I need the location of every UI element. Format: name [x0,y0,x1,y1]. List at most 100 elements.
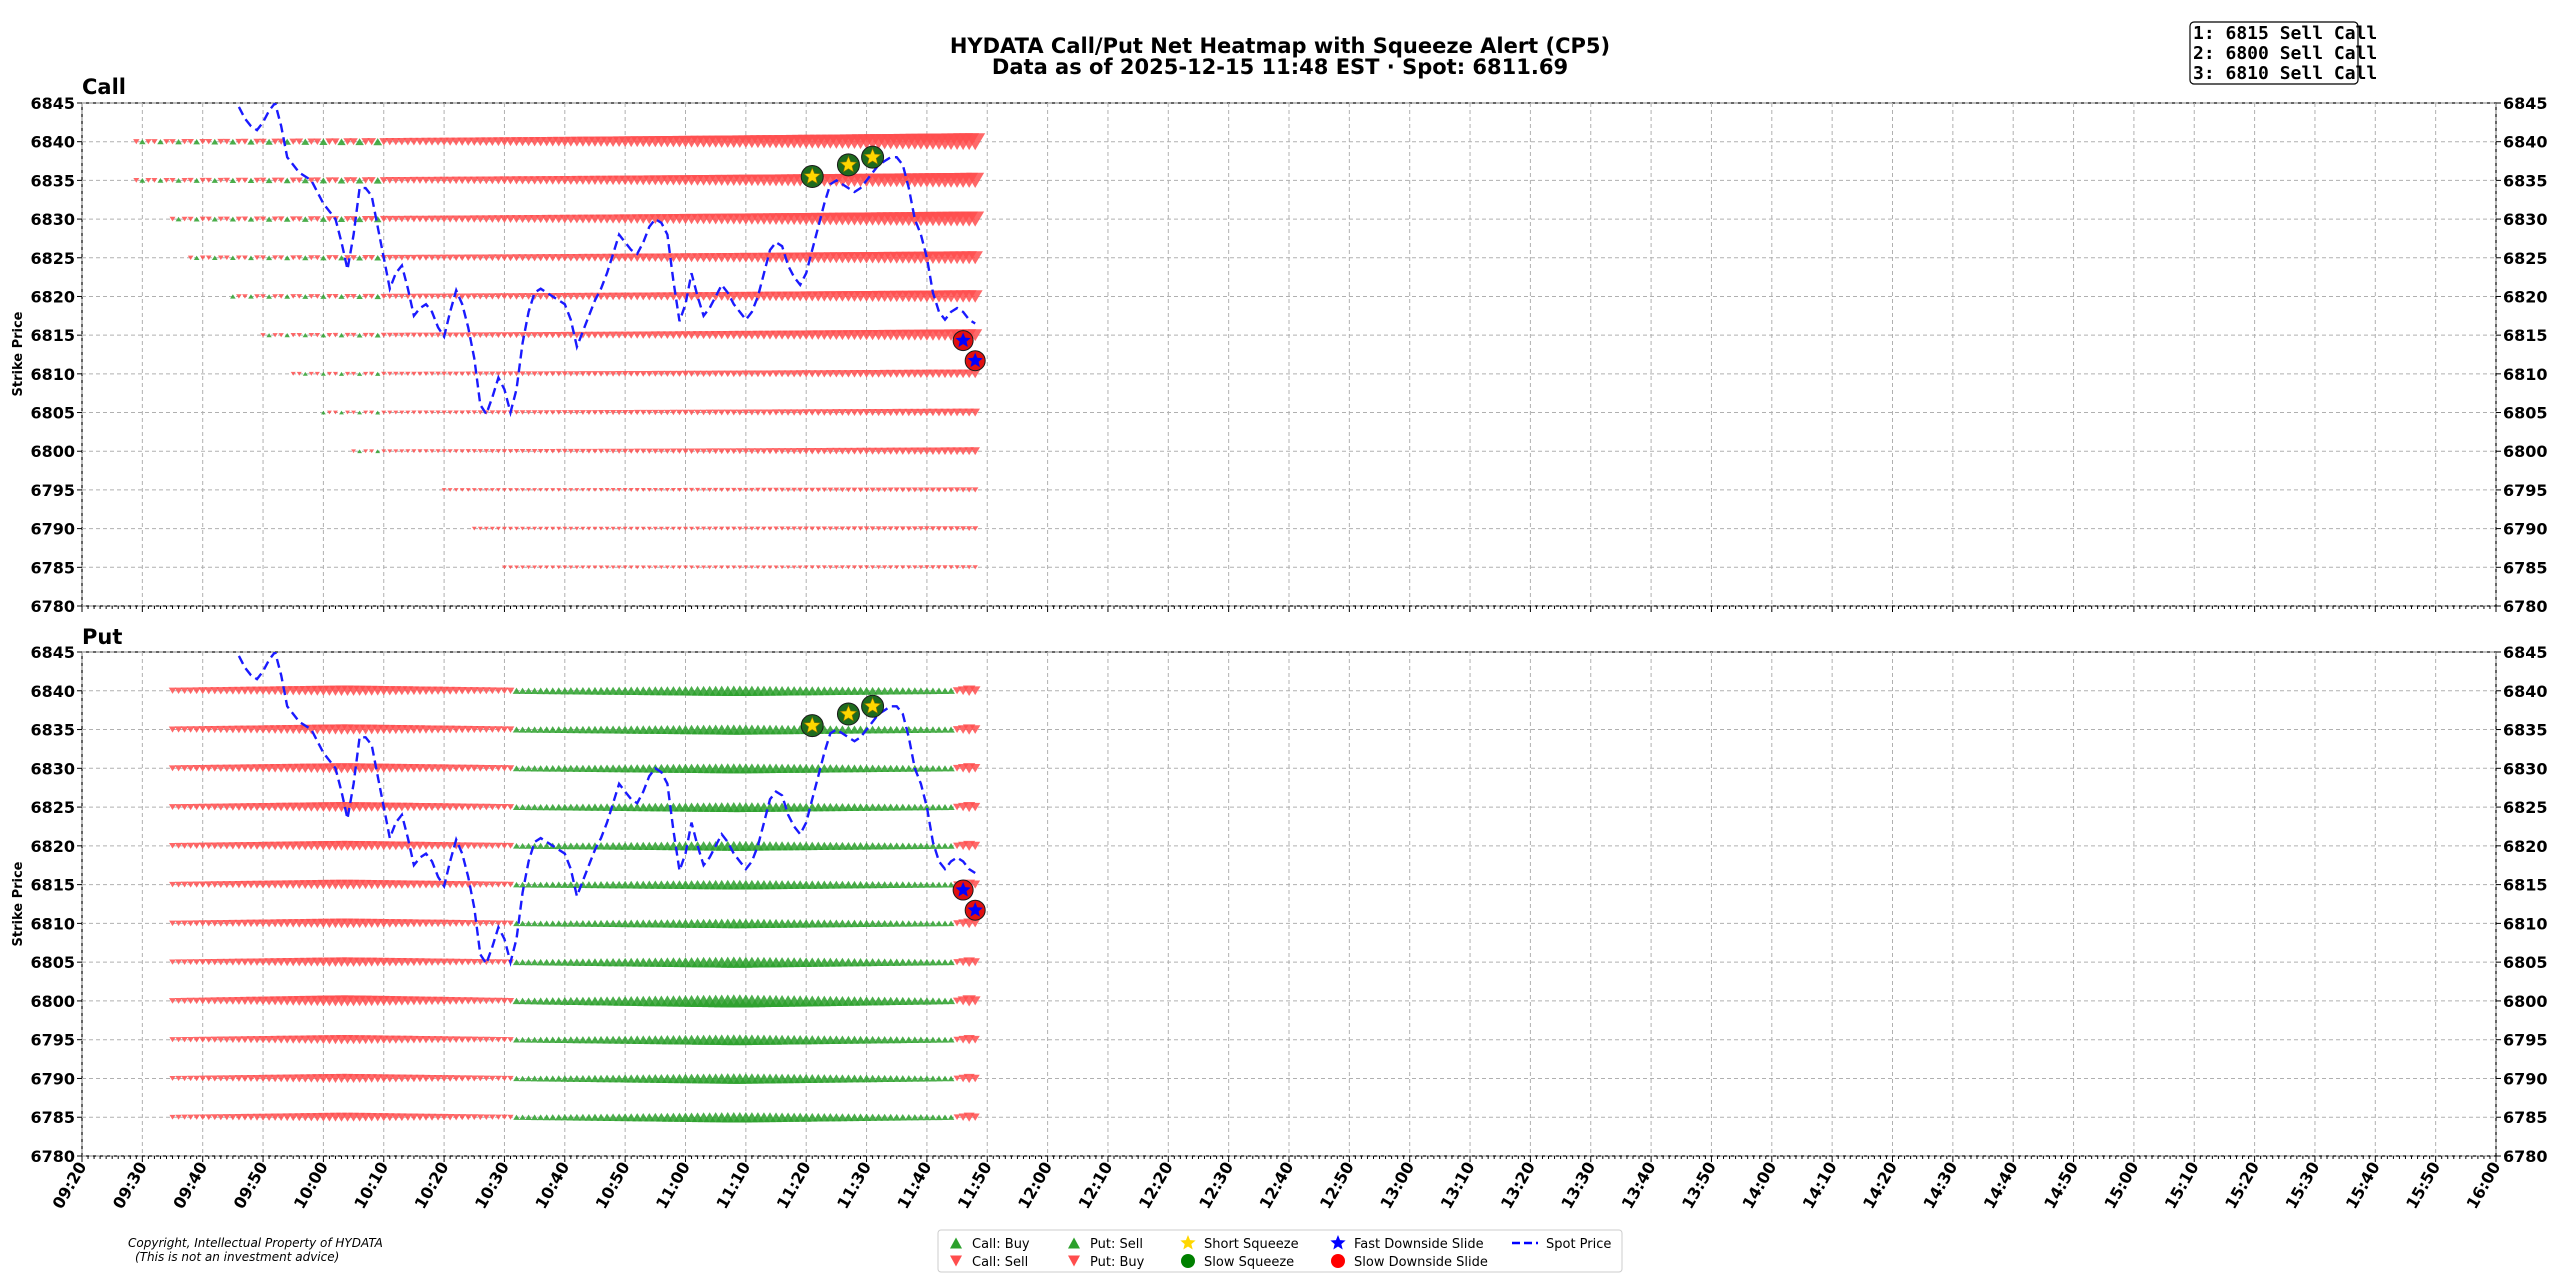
put-heat-mark [898,1036,907,1044]
put-heat-mark [204,842,213,850]
call-heat-mark [471,488,477,492]
call-heat-mark [465,488,471,492]
call-heat-mark [397,176,407,184]
call-heat-mark [508,565,513,570]
put-ytick-label-right-5: 6820 [2503,837,2548,856]
call-heat-mark [351,371,357,376]
call-heat-mark [795,370,805,378]
x-tick-label-33: 14:50 [2040,1159,2082,1213]
call-heat-mark [433,176,443,184]
put-heat-mark [940,997,950,1005]
call-heat-mark [526,565,531,570]
call-heat-mark [881,487,888,493]
put-heat-mark [439,764,449,773]
put-ytick-label-left-12: 6785 [30,1108,75,1127]
call-heat-mark [737,565,743,570]
call-heat-mark [271,177,279,184]
put-heat-mark [542,881,551,888]
put-heat-mark [941,842,949,849]
call-heat-mark [797,565,803,570]
put-heat-mark [542,958,551,966]
put-heat-mark [578,1113,588,1121]
put-heat-mark [904,842,913,850]
call-heat-mark [512,254,521,262]
call-heat-mark [731,565,737,570]
call-heat-mark [699,370,708,377]
put-heat-mark [415,1035,425,1044]
put-heat-mark [880,686,890,695]
call-heat-mark [646,526,652,531]
legend-item-6: Fast Downside Slide [1330,1235,1484,1252]
call-heat-mark [380,293,388,300]
chart-title: HYDATA Call/Put Net Heatmap with Squeeze… [950,34,1610,58]
put-heat-mark [174,765,183,772]
call-ytick-label-left-0: 6845 [30,94,75,113]
call-heat-mark [596,253,606,262]
put-heat-mark [181,1114,188,1120]
put-heat-mark [258,919,268,928]
call-heat-mark [928,408,938,417]
call-heat-mark [434,293,442,300]
call-heat-mark [936,565,942,570]
call-heat-mark [326,255,333,261]
call-heat-mark [603,371,611,377]
put-heat-mark [500,726,509,733]
call-heat-mark [429,449,435,454]
legend-item-7: Slow Downside Slide [1331,1254,1488,1270]
call-heat-mark [357,371,363,376]
put-heat-mark [542,920,551,927]
put-heat-mark [193,1114,201,1120]
put-heat-mark [445,764,455,773]
put-heat-mark [451,725,461,734]
call-heat-mark [199,255,206,260]
call-heat-mark [471,410,477,415]
put-heat-mark [560,764,570,772]
call-heat-mark [868,447,877,455]
call-heat-mark [807,370,817,378]
put-heat-mark [421,958,431,966]
call-heat-mark [411,410,417,415]
put-heat-mark [252,919,262,928]
call-heat-mark [658,409,665,416]
call-heat-mark [650,331,660,339]
put-heat-mark [488,881,497,888]
call-heat-mark [290,255,297,261]
call-heat-mark [911,487,918,493]
put-heat-mark [620,880,630,889]
put-heat-mark [947,765,955,772]
call-ytick-label-right-5: 6820 [2503,287,2548,306]
call-heat-mark [151,139,158,145]
put-heat-mark [216,687,226,695]
put-heat-mark [427,1074,437,1082]
put-ytick-label-right-4: 6825 [2503,798,2548,817]
call-heat-mark [869,526,876,531]
put-heat-mark [458,1036,467,1043]
call-heat-mark [423,449,429,454]
call-ytick-label-left-9: 6800 [30,442,75,461]
call-heat-mark [361,138,370,146]
call-heat-mark [543,448,550,454]
call-heat-mark [373,138,383,146]
call-heat-mark [942,526,948,531]
x-axis: 09:20 09:30 09:40 09:50 10:00 10:10 10:20 10:30… [49,1159,2505,1213]
put-short-squeeze-star-2 [863,696,882,714]
call-heat-mark [502,526,507,531]
x-tick-label-24: 13:20 [1497,1159,1539,1213]
call-heat-mark [427,137,437,146]
call-heat-mark [602,292,612,301]
put-heat-mark [433,958,443,966]
call-heat-mark [856,409,865,416]
call-heat-mark [500,332,509,339]
put-heat-mark [548,1036,557,1043]
call-heat-mark [332,332,339,338]
put-heat-mark [941,726,949,733]
put-heat-mark [439,803,449,811]
call-heat-mark [855,370,866,378]
call-heat-mark [864,565,870,570]
call-heat-mark [386,293,394,300]
put-heat-mark [843,919,854,928]
call-heat-mark [873,369,884,378]
x-tick-label-14: 11:40 [893,1159,935,1213]
put-heat-mark [969,725,981,734]
put-heat-mark [596,1035,606,1044]
